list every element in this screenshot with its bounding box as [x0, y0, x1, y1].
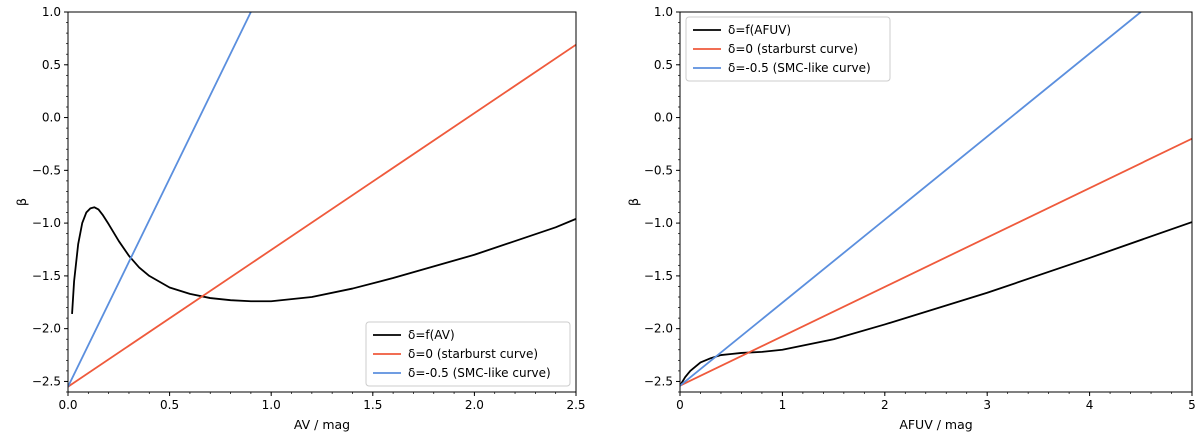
x-tick-label: 0 — [676, 398, 684, 412]
legend-label-2: δ=-0.5 (SMC-like curve) — [408, 366, 551, 380]
y-tick-label: 0.5 — [654, 58, 673, 72]
x-tick-label: 5 — [1188, 398, 1196, 412]
x-axis-label: AFUV / mag — [899, 417, 972, 432]
y-tick-label: 1.0 — [654, 5, 673, 19]
series-line-1 — [68, 43, 576, 388]
y-tick-label: −2.0 — [32, 322, 61, 336]
series-line-0 — [71, 206, 576, 314]
x-tick-label: 2.0 — [465, 398, 484, 412]
y-tick-label: −1.0 — [644, 216, 673, 230]
y-tick-label: −0.5 — [32, 163, 61, 177]
x-tick-label: 3 — [983, 398, 991, 412]
y-tick-label: 1.0 — [42, 5, 61, 19]
series-line-2 — [68, 12, 252, 388]
y-tick-label: −1.5 — [644, 269, 673, 283]
legend: δ=f(AV) δ=0 (starburst curve) δ=-0.5 (SMC-… — [365, 321, 571, 387]
y-tick-label: −2.5 — [32, 374, 61, 388]
plot-area — [680, 12, 1192, 387]
y-axis-label: β — [14, 198, 29, 206]
x-tick-label: 2 — [881, 398, 889, 412]
chart-right: 0 1 2 3 4 5 −2.5 −2.0 −1.5 −1.0 −0.5 0.0 0.5 1.0 AFUV … — [626, 5, 1196, 432]
legend-label-0: δ=f(AFUV) — [728, 23, 791, 37]
y-tick-label: −1.5 — [32, 269, 61, 283]
legend-label-1: δ=0 (starburst curve) — [728, 42, 858, 56]
legend-label-1: δ=0 (starburst curve) — [408, 347, 538, 361]
legend-label-2: δ=-0.5 (SMC-like curve) — [728, 61, 871, 75]
plot-area — [68, 12, 576, 388]
y-tick-label: −0.5 — [644, 163, 673, 177]
series-line-1 — [680, 137, 1192, 387]
x-tick-label: 4 — [1086, 398, 1094, 412]
series-line-2 — [680, 12, 1142, 387]
y-axis-label: β — [626, 198, 641, 206]
y-tick-label: 0.5 — [42, 58, 61, 72]
y-tick-label: −2.5 — [644, 374, 673, 388]
x-tick-label: 1.0 — [262, 398, 281, 412]
x-tick-label: 2.5 — [566, 398, 585, 412]
x-tick-label: 1.5 — [363, 398, 382, 412]
y-tick-label: 0.0 — [654, 111, 673, 125]
series-line-0 — [680, 221, 1192, 387]
x-tick-label: 0.5 — [160, 398, 179, 412]
y-tick-label: 0.0 — [42, 111, 61, 125]
y-tick-label: −1.0 — [32, 216, 61, 230]
x-axis-label: AV / mag — [294, 417, 350, 432]
legend-box — [365, 321, 571, 387]
legend: δ=f(AFUV) δ=0 (starburst curve) δ=-0.5 (SM… — [685, 16, 891, 82]
x-tick-label: 0.0 — [58, 398, 77, 412]
legend-label-0: δ=f(AV) — [408, 328, 455, 342]
y-tick-label: −2.0 — [644, 322, 673, 336]
x-tick-label: 1 — [779, 398, 787, 412]
legend-box — [685, 16, 891, 82]
chart-left: 0.0 0.5 1.0 1.5 2.0 2.5 −2.5 −2.0 −1.5 −1.0 −0.5 0.… — [14, 5, 586, 432]
